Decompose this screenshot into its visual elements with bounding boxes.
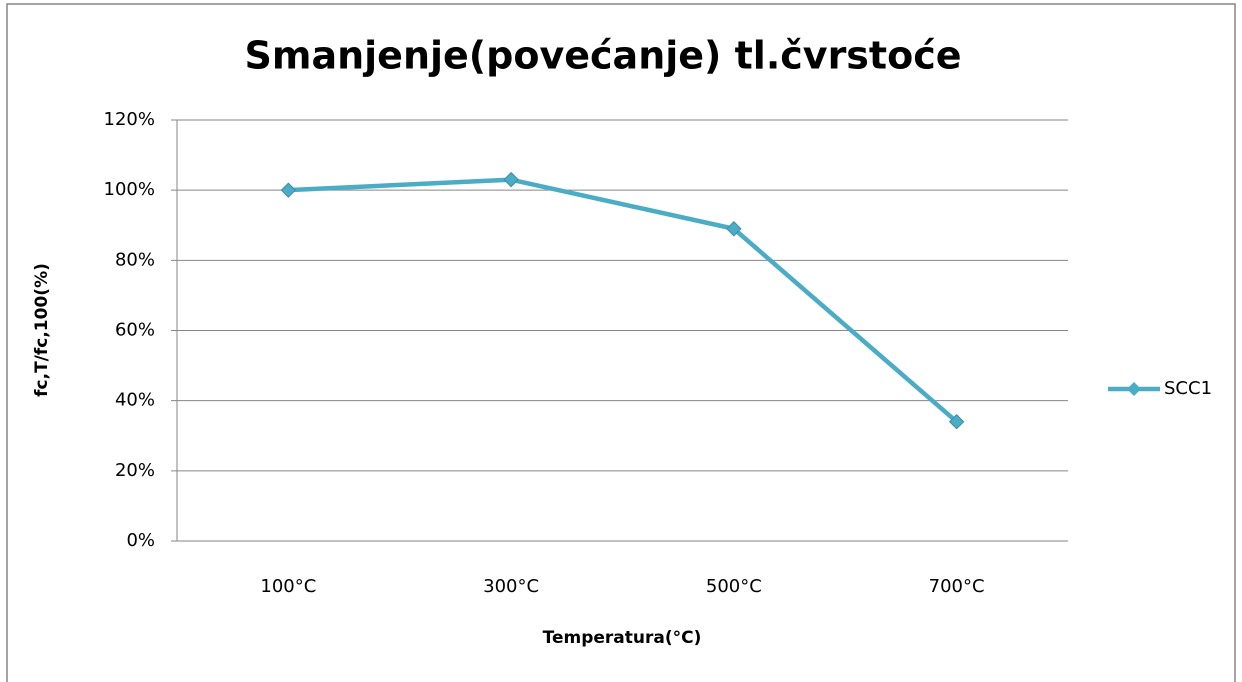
- x-tick-label: 100°C: [260, 576, 316, 597]
- y-tick-label: 0%: [126, 530, 155, 551]
- legend-marker: [1127, 382, 1141, 396]
- chart-title: Smanjenje(povećanje) tl.čvrstoće: [245, 34, 962, 78]
- y-tick-label: 100%: [104, 179, 155, 200]
- chart-frame: [6, 3, 1236, 682]
- x-tick-label: 300°C: [483, 576, 539, 597]
- x-tick-label: 700°C: [929, 576, 985, 597]
- y-tick-label: 80%: [115, 249, 155, 270]
- y-tick-label: 60%: [115, 320, 155, 341]
- x-axis-label: Temperatura(°C): [543, 628, 702, 648]
- y-axis-label: fc,T/fc,100(%): [32, 263, 52, 397]
- y-tick-label: 120%: [104, 109, 155, 130]
- data-point: [726, 221, 742, 237]
- data-point: [503, 171, 519, 188]
- data-point: [948, 414, 965, 430]
- y-tick-label: 20%: [115, 460, 155, 481]
- series-line: [288, 177, 959, 424]
- data-point: [280, 182, 297, 198]
- y-tick-label: 40%: [115, 390, 155, 411]
- x-tick-label: 500°C: [706, 576, 762, 597]
- legend-label: SCC1: [1164, 378, 1212, 399]
